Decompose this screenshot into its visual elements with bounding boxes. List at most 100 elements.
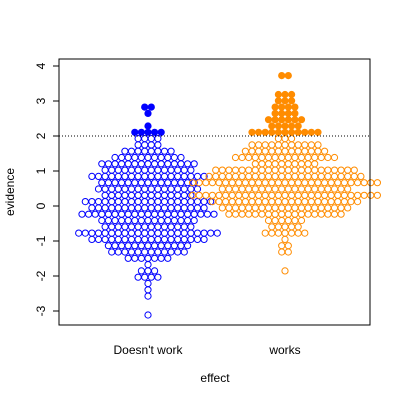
data-point-open xyxy=(114,166,122,174)
data-point-open xyxy=(134,147,142,155)
data-point-open xyxy=(284,185,292,193)
data-point-open xyxy=(274,229,282,237)
data-point-filled xyxy=(294,122,302,130)
data-point-open xyxy=(154,191,162,199)
data-point-open xyxy=(281,147,289,155)
data-point-open xyxy=(157,242,165,250)
data-point-open xyxy=(134,191,142,199)
data-point-open xyxy=(111,242,119,250)
data-point-open xyxy=(258,172,266,180)
data-point-open xyxy=(75,229,83,237)
data-point-open xyxy=(271,172,279,180)
data-point-open xyxy=(340,198,348,206)
data-point-open xyxy=(94,235,103,243)
data-point-open xyxy=(347,198,355,206)
data-point-open xyxy=(324,172,332,180)
data-point-open xyxy=(104,179,113,187)
data-point-open xyxy=(144,267,152,275)
data-point-open xyxy=(134,172,142,180)
data-point-open xyxy=(160,198,169,206)
data-point-open xyxy=(167,223,175,231)
data-point-open xyxy=(174,172,182,180)
data-point-open xyxy=(180,198,188,206)
data-point-open xyxy=(121,185,129,193)
data-point-open xyxy=(111,160,119,168)
data-point-filled xyxy=(255,128,263,136)
data-point-open xyxy=(131,254,139,262)
data-point-open xyxy=(268,141,276,149)
data-point-filled xyxy=(281,97,289,105)
data-point-open xyxy=(124,179,132,187)
data-point-open xyxy=(235,179,243,187)
data-point-open xyxy=(137,242,145,250)
data-point-open xyxy=(157,153,165,162)
data-point-open xyxy=(151,179,159,187)
data-point-filled xyxy=(291,109,299,118)
data-point-open xyxy=(235,191,243,199)
data-point-open xyxy=(264,160,273,168)
data-point-open xyxy=(311,172,319,180)
data-point-filled xyxy=(278,116,286,124)
x-tick-label: works xyxy=(268,343,300,357)
data-point-filled xyxy=(261,128,269,136)
data-point-open xyxy=(291,172,299,180)
data-point-open xyxy=(141,166,149,174)
data-point-open xyxy=(154,172,162,180)
data-point-open xyxy=(307,191,315,199)
data-point-open xyxy=(314,191,322,199)
data-point-open xyxy=(278,185,286,193)
data-point-open xyxy=(241,147,249,155)
y-axis-label: evidence xyxy=(3,168,17,216)
data-point-open xyxy=(248,141,256,149)
data-point-open xyxy=(288,179,296,187)
data-point-open xyxy=(245,153,253,162)
data-point-open xyxy=(324,210,332,218)
data-point-open xyxy=(88,172,96,180)
data-point-open xyxy=(354,191,362,199)
data-point-open xyxy=(134,248,142,256)
y-tick-label: -1 xyxy=(34,235,48,246)
data-point-open xyxy=(218,204,226,212)
data-point-open xyxy=(187,204,195,212)
data-point-open xyxy=(167,172,175,180)
data-point-open xyxy=(330,210,339,218)
data-point-open xyxy=(144,216,152,225)
data-point-open xyxy=(131,242,139,250)
data-point-open xyxy=(311,160,319,168)
data-point-open xyxy=(108,248,116,256)
data-point-open xyxy=(321,191,329,199)
data-point-open xyxy=(261,229,269,237)
data-point-open xyxy=(88,198,96,206)
data-point-open xyxy=(121,147,129,155)
data-point-open xyxy=(317,204,325,212)
data-point-open xyxy=(114,229,122,237)
data-point-open xyxy=(127,248,136,256)
data-point-open xyxy=(278,242,286,250)
data-point-open xyxy=(127,147,136,155)
data-point-open xyxy=(184,242,192,250)
data-point-filled xyxy=(264,116,273,124)
data-point-open xyxy=(311,204,319,212)
data-point-open xyxy=(297,210,306,218)
data-point-open xyxy=(274,198,282,206)
data-point-open xyxy=(278,172,286,180)
data-point-open xyxy=(304,185,312,193)
data-point-open xyxy=(291,160,299,168)
data-point-open xyxy=(317,185,325,193)
data-point-open xyxy=(317,210,325,218)
data-point-open xyxy=(238,166,246,174)
data-point-open xyxy=(248,179,256,187)
data-point-open xyxy=(104,160,113,168)
data-point-open xyxy=(104,210,113,218)
data-point-open xyxy=(141,172,149,180)
data-point-open xyxy=(225,185,233,193)
data-point-open xyxy=(268,191,276,199)
data-point-open xyxy=(314,179,322,187)
data-point-filled xyxy=(284,116,292,124)
data-point-open xyxy=(187,223,195,231)
data-point-filled xyxy=(297,116,306,124)
data-point-open xyxy=(241,198,249,206)
data-point-open xyxy=(268,223,276,231)
data-point-open xyxy=(151,242,159,250)
